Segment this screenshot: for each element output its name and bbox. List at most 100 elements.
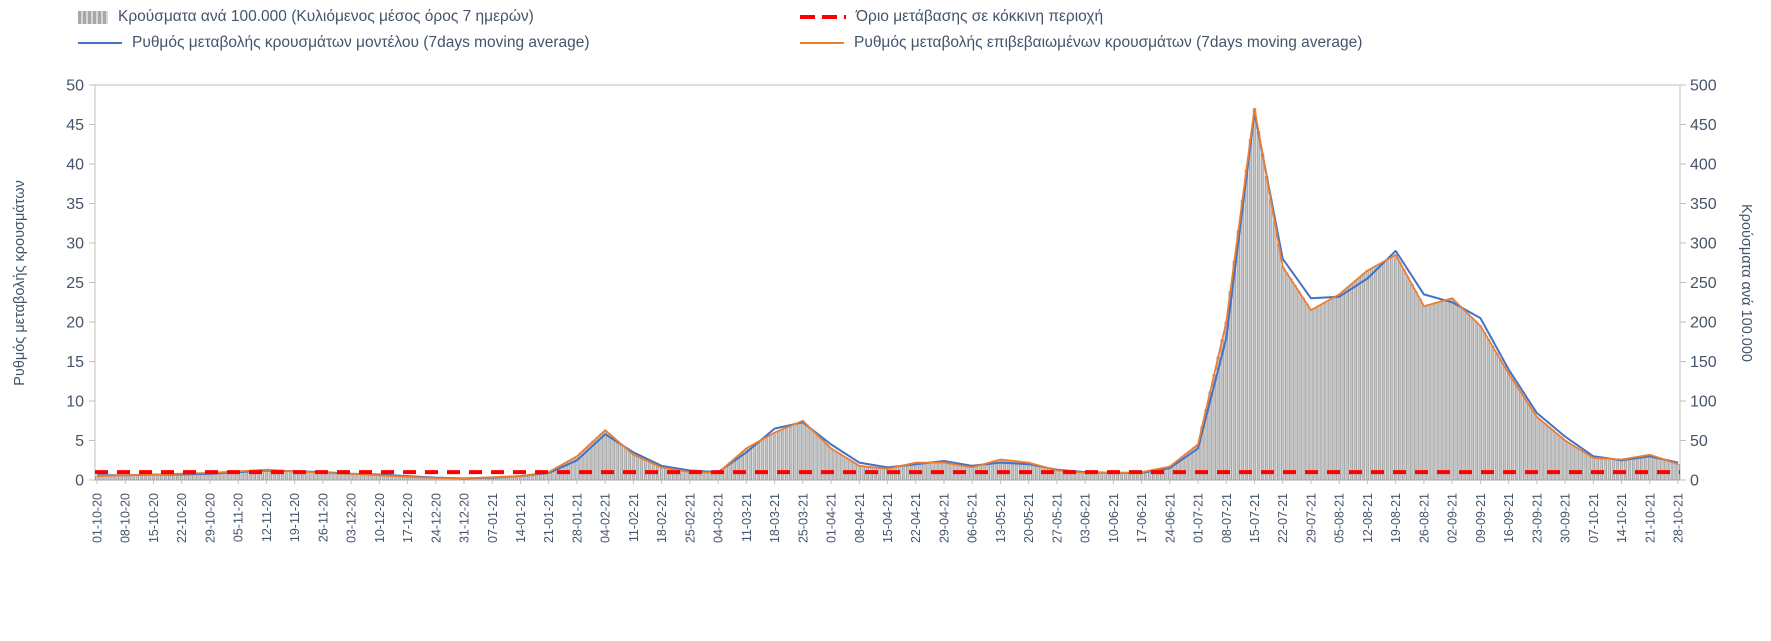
legend-label-confirmed: Ρυθμός μεταβολής επιβεβαιωμένων κρουσμάτ… (854, 34, 1363, 51)
bars-swatch-icon (78, 10, 108, 24)
x-tick-label: 25-02-21 (683, 493, 697, 543)
threshold-dash-icon (800, 15, 846, 19)
x-tick-label: 04-03-21 (712, 493, 726, 543)
x-tick-label: 21-01-21 (542, 493, 556, 543)
y-right-tick-label: 450 (1690, 117, 1717, 134)
x-tick-label: 22-07-21 (1276, 493, 1290, 543)
x-tick-label: 15-07-21 (1248, 493, 1262, 543)
x-tick-label: 24-12-20 (429, 493, 443, 543)
x-tick-label: 06-05-21 (966, 493, 980, 543)
plot-border (94, 84, 1681, 481)
y-left-tick-label: 40 (66, 157, 84, 174)
x-tick-label: 05-08-21 (1333, 493, 1347, 543)
x-tick-label: 18-02-21 (655, 493, 669, 543)
x-tick-label: 21-10-21 (1643, 493, 1657, 543)
x-tick-label: 07-10-21 (1587, 493, 1601, 543)
legend-item-red-zone-threshold: Όριο μετάβασης σε κόκκινη περιοχή (800, 8, 1362, 26)
x-tick-label: 01-10-20 (91, 493, 105, 543)
x-tick-label: 29-10-20 (203, 493, 217, 543)
y-left-tick-label: 20 (66, 315, 84, 332)
y-left-tick-label: 15 (66, 354, 84, 371)
legend-item-cases-bars: Κρούσματα ανά 100.000 (Κυλιόμενος μέσος … (78, 8, 800, 26)
x-tick-label: 14-01-21 (514, 493, 528, 543)
x-tick-label: 23-09-21 (1530, 493, 1544, 543)
y-left-tick-label: 5 (75, 433, 84, 450)
y-left-tick-label: 50 (66, 78, 84, 95)
x-tick-label: 26-08-21 (1417, 493, 1431, 543)
x-tick-label: 15-04-21 (881, 493, 895, 543)
confirmed-line (96, 107, 1679, 480)
x-tick-label: 03-06-21 (1079, 493, 1093, 543)
x-tick-label: 03-12-20 (345, 493, 359, 543)
x-tick-label: 10-12-20 (373, 493, 387, 543)
y-left-tick-label: 35 (66, 196, 84, 213)
x-tick-label: 25-03-21 (796, 493, 810, 543)
x-tick-label: 02-09-21 (1446, 493, 1460, 543)
x-tick-label: 19-08-21 (1389, 493, 1403, 543)
y-left-tick-label: 25 (66, 275, 84, 292)
x-tick-label: 26-11-20 (316, 493, 330, 542)
x-tick-label: 14-10-21 (1615, 493, 1629, 543)
x-tick-label: 30-09-21 (1559, 493, 1573, 543)
bars-series (95, 108, 1680, 481)
x-tick-label: 16-09-21 (1502, 493, 1516, 543)
x-tick-label: 28-01-21 (570, 493, 584, 543)
x-tick-label: 17-06-21 (1135, 493, 1149, 543)
x-tick-label: 07-01-21 (486, 493, 500, 543)
x-tick-label: 13-05-21 (994, 493, 1008, 543)
y-left-tick-label: 0 (75, 473, 84, 490)
y-right-tick-label: 0 (1690, 473, 1699, 490)
axes: 0510152025303540455005010015020025030035… (66, 78, 1717, 544)
y-left-tick-label: 10 (66, 394, 84, 411)
x-tick-label: 17-12-20 (401, 493, 415, 543)
legend-item-model-line: Ρυθμός μεταβολής κρουσμάτων μοντέλου (7d… (78, 34, 800, 52)
x-tick-label: 05-11-20 (232, 493, 246, 542)
x-tick-label: 22-04-21 (909, 493, 923, 543)
x-tick-label: 15-10-20 (147, 493, 161, 543)
x-tick-label: 29-04-21 (937, 493, 951, 543)
x-tick-label: 10-06-21 (1107, 493, 1121, 543)
x-tick-label: 11-02-21 (627, 493, 641, 542)
x-tick-label: 09-09-21 (1474, 493, 1488, 543)
legend-label-cases-bars: Κρούσματα ανά 100.000 (Κυλιόμενος μέσος … (118, 8, 534, 25)
x-tick-label: 29-07-21 (1304, 493, 1318, 543)
y-left-tick-label: 30 (66, 236, 84, 253)
x-tick-label: 19-11-20 (288, 493, 302, 542)
x-tick-label: 08-07-21 (1220, 493, 1234, 543)
x-tick-label: 31-12-20 (458, 493, 472, 543)
y-axis-right-title: Κρούσματα ανά 100.000 (1738, 204, 1754, 362)
x-tick-label: 01-04-21 (825, 493, 839, 543)
x-tick-label: 28-10-21 (1671, 493, 1685, 543)
x-tick-label: 11-03-21 (740, 493, 754, 542)
x-tick-label: 12-11-20 (260, 493, 274, 542)
legend-item-confirmed-line: Ρυθμός μεταβολής επιβεβαιωμένων κρουσμάτ… (800, 34, 1362, 52)
y-right-tick-label: 300 (1690, 236, 1717, 253)
legend-label-model: Ρυθμός μεταβολής κρουσμάτων μοντέλου (7d… (132, 34, 590, 51)
y-right-tick-label: 400 (1690, 157, 1717, 174)
y-right-tick-label: 50 (1690, 433, 1708, 450)
y-right-tick-label: 100 (1690, 394, 1717, 411)
x-tick-label: 12-08-21 (1361, 493, 1375, 543)
x-tick-label: 27-05-21 (1050, 493, 1064, 543)
y-right-tick-label: 150 (1690, 354, 1717, 371)
y-right-tick-label: 500 (1690, 78, 1717, 95)
x-tick-label: 20-05-21 (1022, 493, 1036, 543)
y-axis-left-title: Ρυθμός μεταβολής κρουσμάτων (12, 180, 28, 386)
x-tick-label: 18-03-21 (768, 493, 782, 543)
x-tick-label: 22-10-20 (175, 493, 189, 543)
x-tick-label: 08-04-21 (853, 493, 867, 543)
legend-label-threshold: Όριο μετάβασης σε κόκκινη περιοχή (856, 8, 1104, 25)
x-tick-label: 08-10-20 (119, 493, 133, 543)
y-left-tick-label: 45 (66, 117, 84, 134)
y-right-tick-label: 200 (1690, 315, 1717, 332)
confirmed-line-icon (800, 42, 844, 44)
chart-legend: Κρούσματα ανά 100.000 (Κυλιόμενος μέσος … (78, 8, 1362, 52)
y-right-tick-label: 350 (1690, 196, 1717, 213)
x-tick-label: 01-07-21 (1192, 493, 1206, 543)
x-tick-label: 04-02-21 (599, 493, 613, 543)
y-right-tick-label: 250 (1690, 275, 1717, 292)
x-tick-label: 24-06-21 (1163, 493, 1177, 543)
model-line-icon (78, 42, 122, 44)
